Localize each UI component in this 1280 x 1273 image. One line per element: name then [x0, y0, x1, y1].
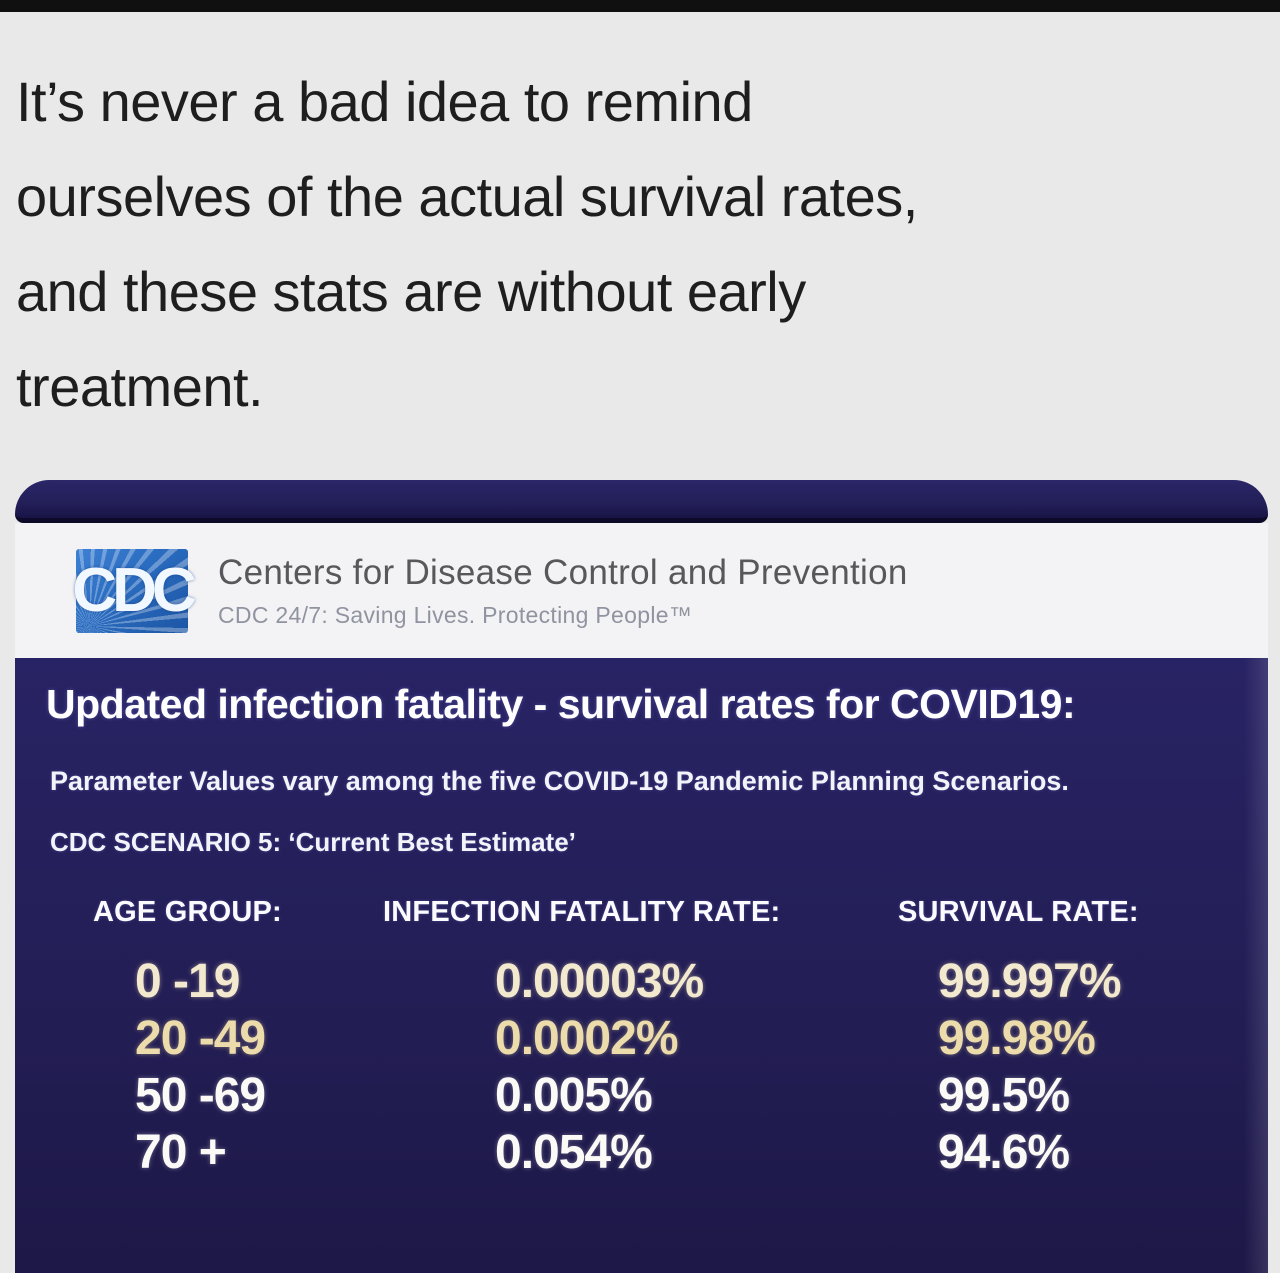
cell-age-group: 0 -19 [135, 955, 240, 1008]
cdc-logo: CDC [72, 548, 197, 633]
cdc-site-header: CDC Centers for Disease Control and Prev… [15, 523, 1268, 658]
rates-table-body: 0 -19 0.00003% 99.997% 20 -49 0.0002% 99… [93, 953, 1268, 1181]
cell-age-group: 70 + [135, 1126, 227, 1179]
table-row: 50 -69 0.005% 99.5% [93, 1067, 1268, 1124]
column-header-infection-fatality-rate: INFECTION FATALITY RATE: [383, 896, 781, 928]
cell-infection-fatality-rate: 0.0002% [495, 1012, 679, 1065]
cell-survival-rate: 94.6% [938, 1126, 1070, 1179]
table-row: 20 -49 0.0002% 99.98% [93, 1010, 1268, 1067]
cdc-header-text: Centers for Disease Control and Preventi… [218, 553, 908, 629]
cell-survival-rate: 99.98% [938, 1012, 1096, 1065]
embedded-image[interactable]: CDC Centers for Disease Control and Prev… [15, 480, 1268, 1273]
column-header-age-group: AGE GROUP: [93, 896, 282, 928]
post-text: It’s never a bad idea to remind ourselve… [16, 54, 1260, 434]
post-text-line: ourselves of the actual survival rates, [16, 165, 918, 228]
post-text-line: It’s never a bad idea to remind [16, 70, 753, 133]
cell-age-group: 50 -69 [135, 1069, 266, 1122]
panel-subtitle: Parameter Values vary among the five COV… [50, 766, 1069, 796]
cell-infection-fatality-rate: 0.00003% [495, 955, 704, 1008]
post-text-line: and these stats are without early [16, 260, 806, 323]
infographic-panel: Updated infection fatality - survival ra… [15, 658, 1268, 1273]
cdc-org-name: Centers for Disease Control and Preventi… [218, 552, 908, 592]
top-black-strip [0, 0, 1280, 12]
table-row: 70 + 0.054% 94.6% [93, 1124, 1268, 1181]
column-header-survival-rate: SURVIVAL RATE: [898, 896, 1139, 928]
table-row: 0 -19 0.00003% 99.997% [93, 953, 1268, 1010]
post-text-line: treatment. [16, 355, 264, 418]
cdc-tagline: CDC 24/7: Saving Lives. Protecting Peopl… [218, 601, 693, 628]
cell-survival-rate: 99.997% [938, 955, 1122, 1008]
panel-scenario: CDC SCENARIO 5: ‘Current Best Estimate’ [50, 827, 576, 857]
cell-age-group: 20 -49 [135, 1012, 266, 1065]
cell-infection-fatality-rate: 0.005% [495, 1069, 653, 1122]
rates-table-header-row: AGE GROUP: INFECTION FATALITY RATE: SURV… [93, 895, 1268, 929]
cell-infection-fatality-rate: 0.054% [495, 1126, 653, 1179]
browser-header-bar [15, 480, 1268, 523]
rates-table: AGE GROUP: INFECTION FATALITY RATE: SURV… [93, 895, 1268, 1181]
cell-survival-rate: 99.5% [938, 1069, 1070, 1122]
panel-title: Updated infection fatality - survival ra… [46, 681, 1076, 727]
